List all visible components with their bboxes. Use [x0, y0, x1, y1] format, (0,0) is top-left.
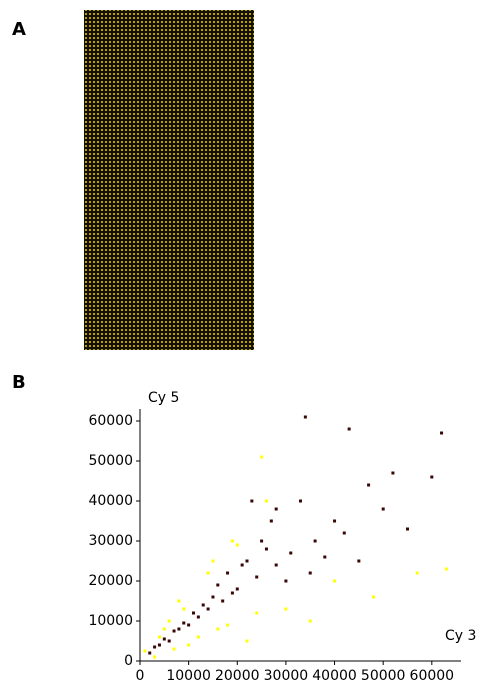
point	[206, 607, 210, 611]
point	[313, 539, 317, 543]
point	[211, 595, 215, 599]
point	[347, 427, 351, 431]
point	[444, 567, 448, 571]
point	[367, 483, 371, 487]
point	[148, 651, 152, 655]
point	[250, 499, 254, 503]
point	[323, 555, 327, 559]
point	[255, 611, 259, 615]
point	[177, 599, 181, 603]
point	[260, 455, 264, 459]
x-tick-label: 40000	[312, 668, 357, 684]
y-tick-label: 40000	[88, 493, 133, 509]
point	[235, 587, 239, 591]
point	[153, 655, 157, 659]
point	[206, 571, 210, 575]
microarray-image	[84, 10, 254, 350]
panel-label: A	[12, 19, 26, 40]
y-tick-label: 60000	[88, 413, 133, 429]
point	[308, 571, 312, 575]
point	[153, 645, 157, 649]
point	[308, 619, 312, 623]
point	[182, 621, 186, 625]
point	[371, 595, 375, 599]
point	[162, 627, 166, 631]
point	[240, 563, 244, 567]
y-tick-label: 50000	[88, 453, 133, 469]
point	[235, 543, 239, 547]
point	[260, 539, 264, 543]
point	[143, 649, 147, 653]
point	[264, 499, 268, 503]
x-tick-label: 30000	[264, 668, 309, 684]
point	[187, 643, 191, 647]
point	[357, 559, 361, 563]
point	[187, 623, 191, 627]
y-tick-label: 30000	[88, 533, 133, 549]
point	[221, 599, 225, 603]
point	[226, 623, 230, 627]
point	[245, 639, 249, 643]
point	[167, 619, 171, 623]
point	[274, 563, 278, 567]
point	[167, 639, 171, 643]
point	[415, 571, 419, 575]
point	[333, 579, 337, 583]
point	[391, 471, 395, 475]
y-tick-label: 10000	[88, 613, 133, 629]
point	[182, 607, 186, 611]
point	[177, 627, 181, 631]
point	[216, 583, 220, 587]
point	[201, 603, 205, 607]
point	[342, 531, 346, 535]
point	[299, 499, 302, 503]
point	[196, 635, 200, 639]
point	[162, 637, 166, 641]
point	[192, 611, 195, 615]
point	[284, 579, 288, 583]
point	[255, 575, 259, 579]
point	[245, 559, 249, 563]
point	[172, 647, 176, 651]
point	[303, 415, 307, 419]
y-tick-label: 20000	[88, 573, 133, 589]
point	[230, 539, 234, 543]
point	[333, 519, 337, 523]
point	[211, 559, 215, 563]
point	[269, 519, 273, 523]
point	[157, 643, 161, 647]
point	[264, 547, 268, 551]
point	[216, 627, 220, 631]
point	[196, 615, 200, 619]
panel-label: B	[12, 372, 26, 393]
y-tick-label: 0	[124, 653, 133, 669]
point	[172, 629, 176, 633]
point	[381, 507, 385, 511]
point	[289, 551, 293, 555]
x-tick-label: 50000	[361, 668, 406, 684]
x-tick-label: 60000	[410, 668, 455, 684]
point	[430, 475, 434, 479]
x-tick-label: 0	[136, 668, 145, 684]
point	[406, 527, 409, 531]
y-axis-label: Cy 5	[148, 390, 179, 406]
point	[226, 571, 230, 575]
point	[440, 431, 444, 435]
point	[230, 591, 234, 595]
x-tick-label: 10000	[166, 668, 211, 684]
x-axis-label: Cy 3	[445, 628, 476, 644]
x-tick-label: 20000	[215, 668, 260, 684]
point	[157, 635, 161, 639]
point	[284, 607, 288, 611]
point	[274, 507, 278, 511]
